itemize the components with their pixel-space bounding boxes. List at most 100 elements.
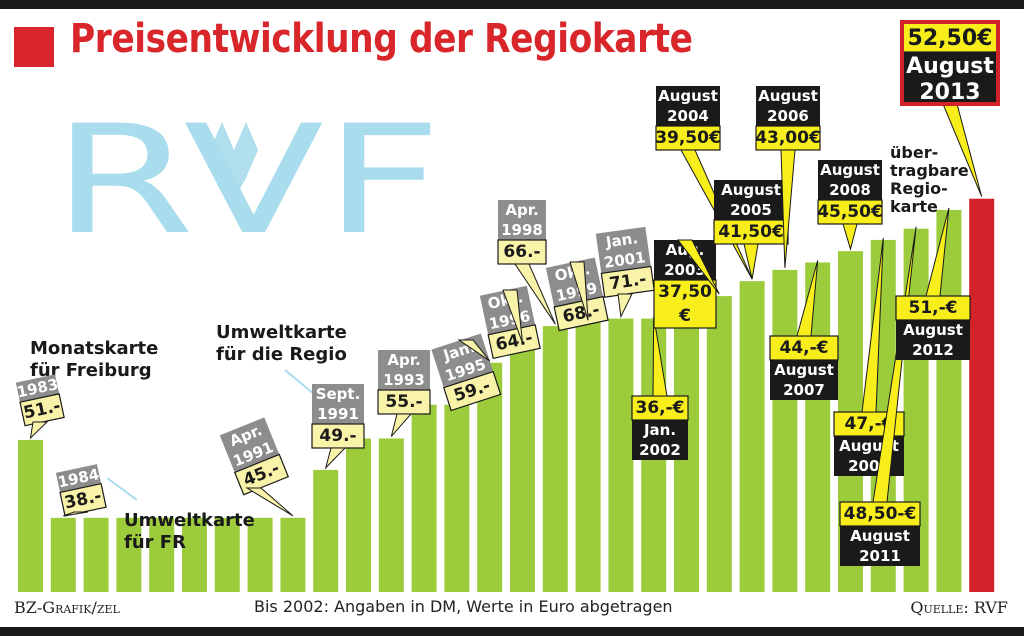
note-umweltkarte-fr-line2: für FR <box>124 532 186 553</box>
callout-date-tag <box>840 526 920 566</box>
callout-value: 44,-€ <box>780 338 829 358</box>
bottom-band <box>0 627 1024 636</box>
callout-pointer <box>676 239 720 295</box>
callout-pointer <box>457 339 491 362</box>
bar <box>83 517 109 592</box>
callout-pointer <box>514 263 556 325</box>
callout-body: Sept. 1991 49.- <box>311 384 365 449</box>
callout-pointer <box>861 237 884 413</box>
callout-date: 2003 <box>664 261 706 279</box>
callout-date: August <box>721 181 781 199</box>
callout-value-box <box>487 324 541 360</box>
bar <box>182 517 207 592</box>
callout-date: August <box>758 87 818 105</box>
callout: 48,50-€ August 2011 <box>839 226 921 566</box>
bar <box>706 296 732 592</box>
callout-pointer <box>872 226 917 503</box>
bar <box>313 469 339 592</box>
callout-body: Apr. 1993 55.- <box>377 350 431 415</box>
callout-pointer <box>390 413 413 437</box>
callout-value: € <box>678 306 691 326</box>
callout-pointer <box>796 260 819 337</box>
note-uebertragbar-line4: karte <box>890 197 938 216</box>
note-monatskarte-line2: für Freiburg <box>30 360 152 381</box>
callout: Apr. 1998 66.- <box>497 200 556 325</box>
callout-date: 2011 <box>859 547 901 565</box>
bar <box>116 517 142 592</box>
callout-highlight-frame <box>900 20 1000 106</box>
callout-body: August 2008 45,50€ <box>817 160 883 225</box>
callout-date: Sept. <box>316 385 361 403</box>
bar <box>575 322 601 592</box>
note-umweltkarte-regio: Umweltkarte für die Regio <box>216 322 353 365</box>
callout-date: 2008 <box>829 181 871 199</box>
bar <box>510 344 535 592</box>
callout-date-tag <box>55 464 102 493</box>
chart-title: Preisentwicklung der Regiokarte <box>70 16 693 62</box>
callout-value: 43,00€ <box>755 128 821 148</box>
bar <box>608 318 634 592</box>
callout-date-tag <box>479 285 536 335</box>
bar <box>411 404 437 592</box>
callout-date: 2004 <box>667 107 709 125</box>
callout-body: 48,50-€ August 2011 <box>839 501 921 566</box>
note-umweltkarte-regio-line1: Umweltkarte <box>216 322 347 343</box>
callout-value: 39,50€ <box>655 128 721 148</box>
bar <box>542 326 568 592</box>
callout: 36,-€ Jan. 2002 <box>631 316 689 460</box>
callout-pointer <box>780 149 796 268</box>
callout-date-tag <box>770 360 838 400</box>
note-umweltkarte-fr: Umweltkarte für FR <box>124 510 261 553</box>
callout-body: 36,-€ Jan. 2002 <box>631 395 689 460</box>
callout-pointer <box>324 447 347 470</box>
callout-value: 37,50 <box>658 282 712 302</box>
callout-value-box <box>233 453 290 496</box>
callout-date-tag <box>219 417 280 473</box>
bar <box>50 517 76 592</box>
callout: August 2006 43,00€ <box>755 86 821 268</box>
callout-value: 45,50€ <box>817 202 883 222</box>
callout-date: 2005 <box>730 201 772 219</box>
callout-date: Apr. <box>387 351 420 369</box>
callout-body: August 2004 39,50€ <box>655 86 721 151</box>
callout-pointer <box>29 421 49 440</box>
logo-mark <box>210 122 258 200</box>
note-uebertragbar-line2: tragbare <box>890 161 969 180</box>
bars <box>18 198 995 593</box>
callout-value: 41,50€ <box>718 222 784 242</box>
callout-value: 66.- <box>503 242 540 262</box>
footer-note: Bis 2002: Angaben in DM, Werte in Euro a… <box>254 597 673 616</box>
callout-date: August <box>850 527 910 545</box>
note-monatskarte: Monatskarte für Freiburg <box>30 338 165 381</box>
note-uebertragbar-line1: über- <box>890 143 938 162</box>
bar <box>969 198 995 592</box>
callout-date: August <box>820 161 880 179</box>
callout-date-tag <box>15 374 60 403</box>
callout-date: 2007 <box>783 381 825 399</box>
callout-pointer <box>743 243 759 280</box>
callout-date: 1993 <box>383 371 425 389</box>
callout-date-tag <box>714 180 788 220</box>
bar <box>772 269 798 592</box>
callout-date: 1991 <box>317 405 359 423</box>
callout-date: 2012 <box>912 341 954 359</box>
callout-date: 2013 <box>919 80 980 105</box>
callout-date-tag <box>545 257 604 308</box>
callout-date-tag <box>595 226 651 274</box>
callout-pointer <box>63 511 89 517</box>
bar <box>444 404 470 592</box>
callout: August 2005 41,50€ <box>713 180 789 280</box>
callout-pointer <box>245 487 294 517</box>
note-umweltkarte-regio-line2: für die Regio <box>216 344 347 365</box>
callout-date: 2006 <box>767 107 809 125</box>
footer-source: Quelle: RVF <box>910 598 1008 617</box>
